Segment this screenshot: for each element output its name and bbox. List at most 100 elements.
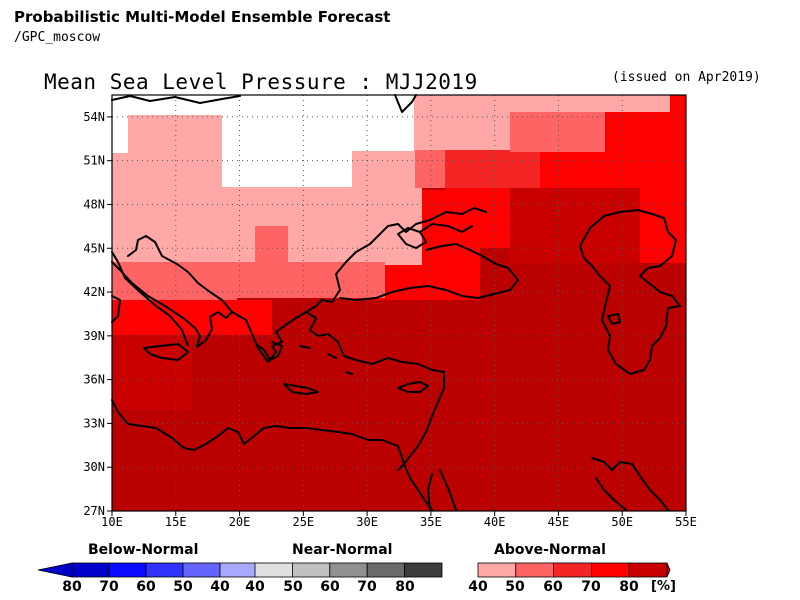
legend-near-title: Near-Normal: [292, 542, 393, 558]
lon-tick-label: 25E: [292, 515, 314, 529]
legend-near-swatch: [291, 562, 331, 578]
coast-azov: [419, 223, 473, 233]
map-title: Mean Sea Level Pressure : MJJ2019: [44, 70, 478, 94]
lat-tick-label: 42N: [83, 285, 105, 299]
legend-near-label: 40: [245, 579, 265, 595]
coast-gulf-suez: [403, 463, 433, 511]
lon-tick-label: 35E: [420, 515, 442, 529]
legend-above-arrow: [666, 562, 671, 578]
legend-unit: [%]: [651, 579, 676, 594]
lon-tick-label: 40E: [484, 515, 506, 529]
coast-adriatic: [111, 235, 233, 348]
coast-sardinia: [111, 295, 121, 323]
coast-sicily: [143, 343, 189, 361]
lat-tick-label: 27N: [83, 504, 105, 518]
coast-greece: [231, 299, 333, 363]
legend-above-swatch: [553, 562, 592, 578]
legend-below-arrow: [37, 562, 73, 578]
legend-above-label: 80: [619, 579, 639, 595]
legend-near-swatch: [329, 562, 368, 578]
header-title: Probabilistic Multi-Model Ensemble Forec…: [14, 8, 391, 26]
coast-persian-gulf: [591, 457, 669, 511]
probability-cell: [255, 226, 288, 262]
probability-cell: [445, 150, 545, 188]
probability-cell: [640, 95, 686, 263]
lat-tick-label: 30N: [83, 460, 105, 474]
coast-peloponnese: [255, 341, 283, 361]
legend-near-swatch: [404, 562, 443, 578]
legend-below-swatch: [182, 562, 221, 578]
coast-north-africa: [111, 399, 405, 465]
lat-tick-label: 48N: [83, 197, 105, 211]
probability-cell: [350, 150, 415, 188]
lat-tick-label: 54N: [83, 110, 105, 124]
coast-black-sea-west: [331, 207, 487, 303]
coast-aegean-islands: [299, 345, 353, 375]
probability-cell: [222, 95, 352, 187]
legend-above-swatch: [477, 562, 517, 578]
legend-below-swatch: [145, 562, 184, 578]
legend-near-swatch: [366, 562, 406, 578]
legend-below-label: 60: [136, 579, 156, 595]
header-source: /GPC_moscow: [14, 30, 101, 45]
coast-cyprus: [397, 381, 429, 393]
lat-tick-label: 39N: [83, 329, 105, 343]
legend-below-label: 40: [210, 579, 230, 595]
coast-turkey-south: [305, 311, 445, 373]
legend-above-label: 50: [505, 579, 525, 595]
coast-gulf-aqaba: [427, 473, 433, 511]
legend-above-label: 40: [468, 579, 488, 595]
probability-cell: [112, 95, 128, 153]
lon-tick-label: 30E: [356, 515, 378, 529]
coast-finland: [394, 94, 417, 113]
lon-tick-label: 15E: [165, 515, 187, 529]
legend-below-label: 80: [62, 579, 82, 595]
probability-cell: [112, 262, 237, 300]
legend-near-label: 50: [283, 579, 303, 595]
coast-black-sea-south: [339, 243, 519, 301]
coast-crimea: [397, 227, 427, 249]
coast-red-sea-east: [439, 469, 457, 511]
lat-tick-label: 45N: [83, 241, 105, 255]
probability-cell: [545, 95, 670, 112]
coastlines: [111, 94, 681, 511]
lat-tick-label: 51N: [83, 154, 105, 168]
coast-crete: [283, 383, 319, 395]
lon-tick-label: 20E: [229, 515, 251, 529]
coast-caspian-west: [579, 209, 681, 375]
lat-tick-label: 36N: [83, 373, 105, 387]
legend-below-swatch: [219, 562, 258, 578]
legend-above-label: 60: [543, 579, 563, 595]
coast-persian-gulf-south: [595, 477, 627, 511]
probability-cell: [510, 112, 605, 152]
legend-below-label: 50: [173, 579, 193, 595]
legend-below-swatch: [71, 562, 110, 578]
coast-baltic: [111, 95, 241, 104]
map-axes: 10E 15E 20E 25E 30E 35E 40E 45E 50E 55E 54N 51N 48N 4…: [83, 110, 697, 529]
lon-tick-label: 55E: [675, 515, 697, 529]
lon-tick-label: 45E: [548, 515, 570, 529]
coast-italy-west: [111, 251, 189, 347]
probability-cell: [510, 188, 640, 263]
legend-near-label: 60: [320, 579, 340, 595]
legend-near-swatch: [254, 562, 293, 578]
legend-above-label: 70: [581, 579, 601, 595]
lat-tick-label: 33N: [83, 416, 105, 430]
legend-above-swatch: [515, 562, 554, 578]
map-frame: [111, 94, 687, 512]
probability-cell: [112, 300, 272, 335]
probability-cell: [352, 95, 414, 151]
legend-below-label: 70: [99, 579, 119, 595]
legend-near-label: 70: [357, 579, 377, 595]
lon-tick-label: 10E: [101, 515, 123, 529]
probability-cell: [445, 188, 510, 248]
legend-below-title: Below-Normal: [88, 542, 199, 558]
probability-cell: [415, 150, 445, 188]
issued-date: (issued on Apr2019): [612, 70, 761, 85]
lon-tick-label: 50E: [611, 515, 633, 529]
coast-lake: [607, 313, 621, 325]
legend-near-label: 80: [395, 579, 415, 595]
legend-above-swatch: [591, 562, 630, 578]
coast-levant: [397, 371, 445, 471]
